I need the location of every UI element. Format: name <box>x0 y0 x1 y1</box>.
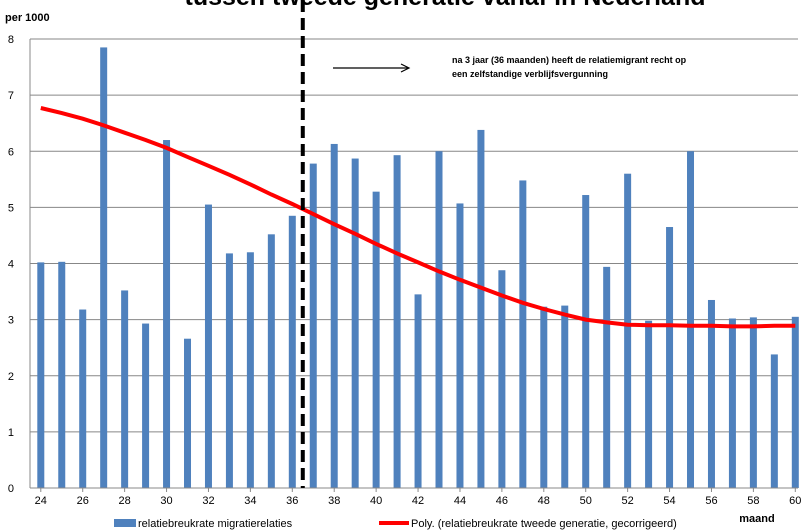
y-tick-label: 0 <box>8 483 14 495</box>
bar <box>372 191 380 488</box>
annotation-line-2: een zelfstandige verblijfsvergunning <box>452 69 608 79</box>
x-tick-label: 38 <box>328 495 340 507</box>
y-axis-ticks: 0 1 2 3 4 5 6 7 8 <box>8 34 14 495</box>
bar <box>624 173 632 488</box>
y-tick-label: 5 <box>8 202 14 214</box>
bar <box>707 299 715 488</box>
y-tick-label: 8 <box>8 34 14 46</box>
bar <box>267 234 275 488</box>
bar <box>204 204 212 488</box>
x-tick-label: 30 <box>160 495 172 507</box>
x-tick-label: 42 <box>412 495 424 507</box>
x-tick-label: 48 <box>538 495 550 507</box>
bar <box>770 354 778 488</box>
x-tick-label: 34 <box>244 495 256 507</box>
bar <box>603 266 611 488</box>
bar <box>728 318 736 488</box>
x-tick-label: 36 <box>286 495 298 507</box>
x-tick-label: 56 <box>705 495 717 507</box>
legend-label-line: Poly. (relatiebreukrate tweede generatie… <box>411 518 677 530</box>
bar <box>225 253 233 488</box>
bar <box>498 270 506 488</box>
x-axis-label: maand <box>739 513 774 525</box>
bar <box>519 180 527 488</box>
x-tick-label: 26 <box>77 495 89 507</box>
legend-swatch-bars <box>114 519 136 527</box>
bar <box>163 140 171 488</box>
bar <box>749 317 757 488</box>
gridlines <box>30 38 798 433</box>
y-tick-label: 6 <box>8 146 14 158</box>
y-tick-label: 1 <box>8 427 14 439</box>
annotation-arrow <box>333 63 411 73</box>
x-tick-label: 58 <box>747 495 759 507</box>
y-tick-label: 3 <box>8 315 14 327</box>
y-tick-label: 2 <box>8 371 14 383</box>
bar <box>330 143 338 489</box>
y-tick-label: 7 <box>8 90 14 102</box>
bar-series <box>37 47 799 489</box>
bar <box>58 261 66 488</box>
x-tick-label: 32 <box>202 495 214 507</box>
bar <box>456 203 464 489</box>
bar <box>687 151 695 488</box>
x-tick-label: 24 <box>35 495 47 507</box>
legend-label-bars: relatiebreukrate migratierelaties <box>138 518 293 530</box>
x-tick-label: 46 <box>496 495 508 507</box>
x-tick-label: 44 <box>454 495 466 507</box>
y-tick-label: 4 <box>8 259 14 271</box>
bar <box>79 309 87 488</box>
bar <box>582 195 590 488</box>
trend-line <box>40 106 796 329</box>
bar <box>666 227 674 489</box>
bar <box>435 151 443 488</box>
bar <box>791 316 799 488</box>
bar <box>246 252 254 488</box>
bar <box>540 306 548 488</box>
bar <box>184 338 192 488</box>
chart-title: tussen tweede generatie vanaf in Nederla… <box>185 0 706 11</box>
bar <box>561 305 569 488</box>
bar <box>142 323 150 488</box>
bar <box>393 155 401 488</box>
y-axis-label: per 1000 <box>5 12 50 24</box>
x-tick-label: 60 <box>789 495 801 507</box>
bar <box>309 163 317 488</box>
legend: relatiebreukrate migratierelaties Poly. … <box>114 518 677 530</box>
x-tick-label: 40 <box>370 495 382 507</box>
bar <box>121 290 129 488</box>
bar <box>37 262 45 488</box>
x-tick-label: 54 <box>663 495 675 507</box>
x-axis-ticks: 24 26 28 30 32 34 36 38 40 42 44 46 48 50 52 54 56 58 60 <box>35 488 801 507</box>
bar <box>100 47 108 488</box>
x-tick-label: 52 <box>622 495 634 507</box>
x-tick-label: 28 <box>119 495 131 507</box>
bar <box>414 294 422 488</box>
bar <box>477 129 485 489</box>
bar <box>645 320 653 488</box>
x-tick-label: 50 <box>580 495 592 507</box>
annotation-line-1: na 3 jaar (36 maanden) heeft de relatiem… <box>452 55 687 65</box>
bar <box>351 158 359 488</box>
bar <box>288 215 296 488</box>
